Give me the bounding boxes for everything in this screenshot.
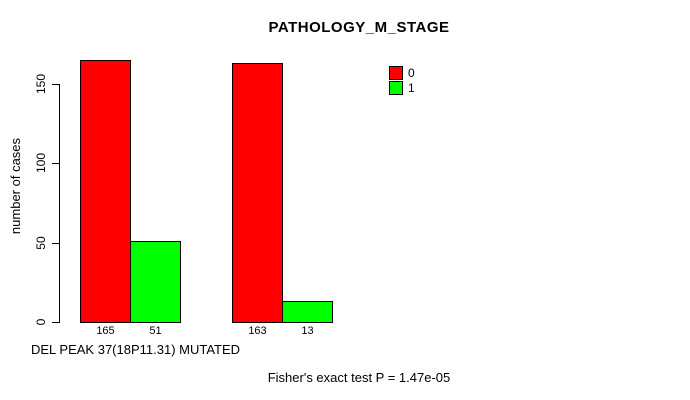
legend-label: 0: [408, 66, 415, 80]
y-tick-mark: [52, 163, 60, 164]
legend-entry: 1: [389, 81, 415, 95]
y-tick-mark: [52, 322, 60, 323]
legend: 0 1: [389, 66, 415, 96]
bar-series0-group2: [232, 63, 283, 323]
legend-swatch-green: [389, 81, 403, 95]
y-tick-mark: [52, 84, 60, 85]
legend-entry: 0: [389, 66, 415, 80]
y-tick-mark: [52, 243, 60, 244]
bar-value-label: 163: [248, 325, 267, 337]
bar-series0-group1: [80, 60, 131, 323]
bar-value-label: 165: [96, 325, 115, 337]
y-axis-label: number of cases: [8, 137, 23, 235]
y-axis-line: [59, 84, 60, 323]
y-tick-label: 150: [34, 73, 48, 95]
y-tick-label: 100: [34, 152, 48, 174]
bar-series1-group2: [282, 301, 333, 323]
bar-series1-group1: [130, 241, 181, 323]
x-axis-caption: DEL PEAK 37(18P11.31) MUTATED: [31, 342, 241, 357]
bar-value-label: 13: [301, 325, 314, 337]
y-tick-label: 0: [34, 318, 48, 326]
y-tick-label: 50: [34, 236, 48, 250]
bar-value-label: 51: [149, 325, 162, 337]
legend-swatch-red: [389, 66, 403, 80]
legend-label: 1: [408, 81, 415, 95]
fisher-test-note: Fisher's exact test P = 1.47e-05: [267, 370, 451, 385]
chart-title: PATHOLOGY_M_STAGE: [268, 19, 450, 36]
